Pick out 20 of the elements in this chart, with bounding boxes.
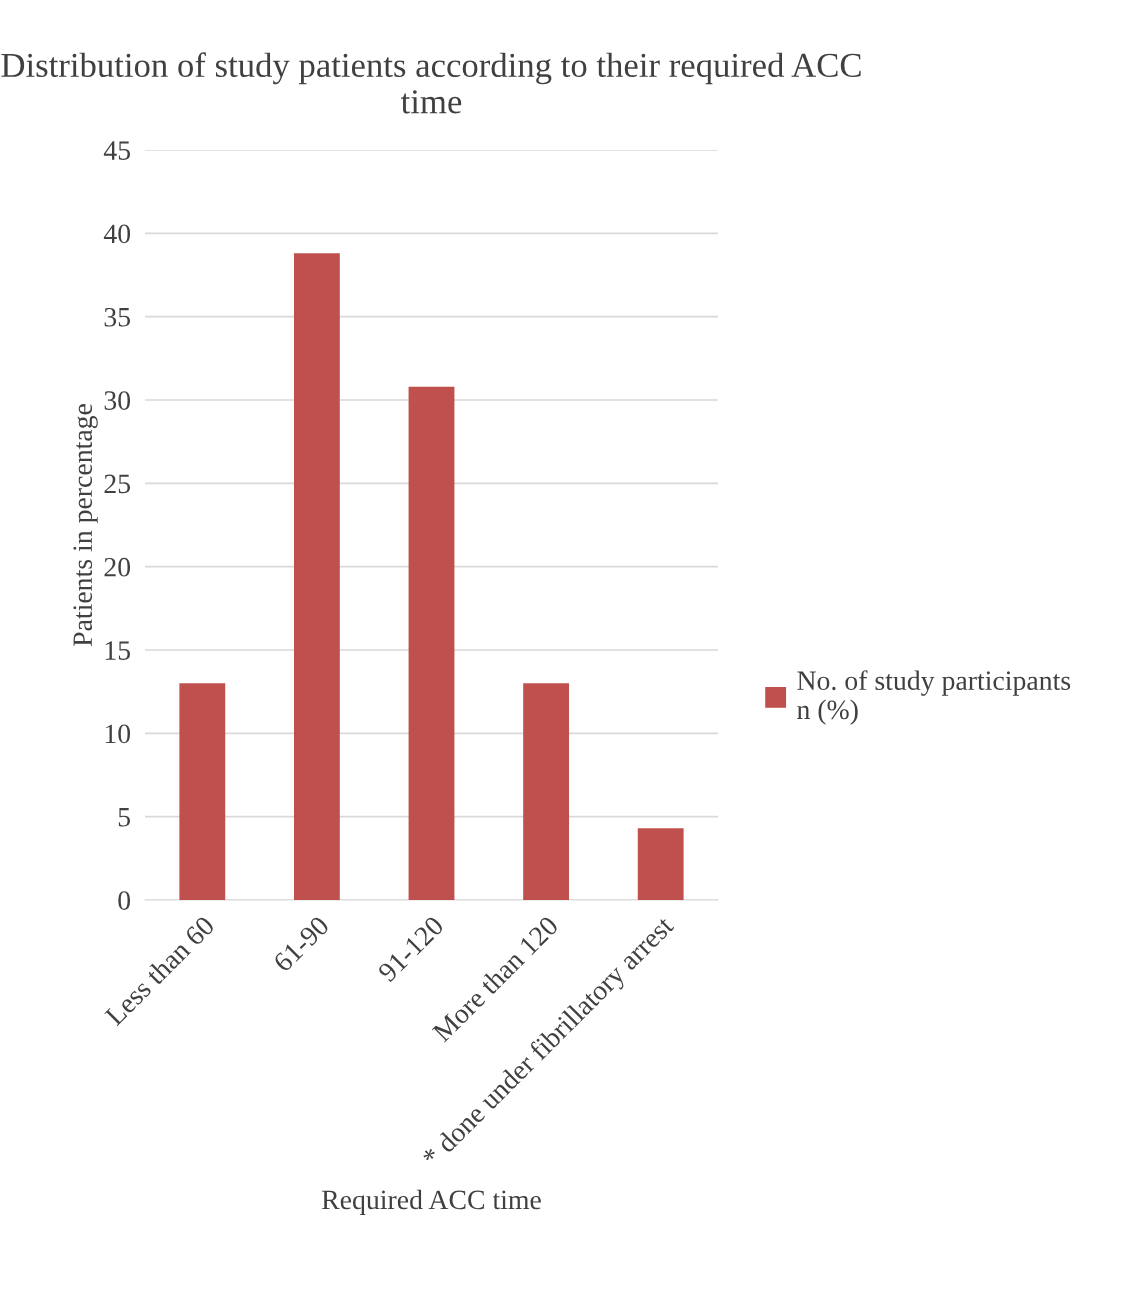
bar [408, 386, 455, 900]
y-tick-label: 45 [103, 141, 131, 160]
y-axis-title: Patients in percentage [73, 404, 98, 647]
y-tick-label: 25 [104, 474, 131, 494]
x-tick-label: Less than 60 [103, 914, 216, 1027]
chart-title: Distribution of study patients according to their required ACC time [1, 52, 861, 114]
y-tick-label: 40 [103, 224, 131, 244]
y-tick-label: 35 [104, 307, 131, 327]
y-tick-label: 30 [104, 391, 131, 410]
legend-label: No. of study participants n (%) [797, 670, 1071, 725]
y-tick-label: 0 [118, 891, 131, 910]
x-axis-title: Required ACC time [321, 1189, 541, 1215]
bar [293, 253, 340, 900]
bar [179, 683, 226, 900]
y-tick-label: 15 [105, 641, 131, 660]
y-tick-label: 10 [105, 724, 131, 744]
bar [523, 683, 570, 900]
bar [637, 828, 684, 900]
y-tick-label: 5 [118, 808, 131, 827]
y-tick-label: 20 [104, 557, 131, 577]
